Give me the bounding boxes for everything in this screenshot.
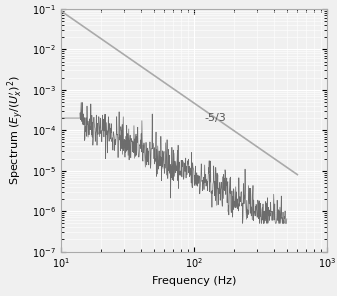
Text: -5/3: -5/3 <box>204 113 226 123</box>
X-axis label: Frequency (Hz): Frequency (Hz) <box>152 276 236 286</box>
Y-axis label: Spectrum $(E_y/(U_x^{\prime})^2)$: Spectrum $(E_y/(U_x^{\prime})^2)$ <box>5 75 26 185</box>
